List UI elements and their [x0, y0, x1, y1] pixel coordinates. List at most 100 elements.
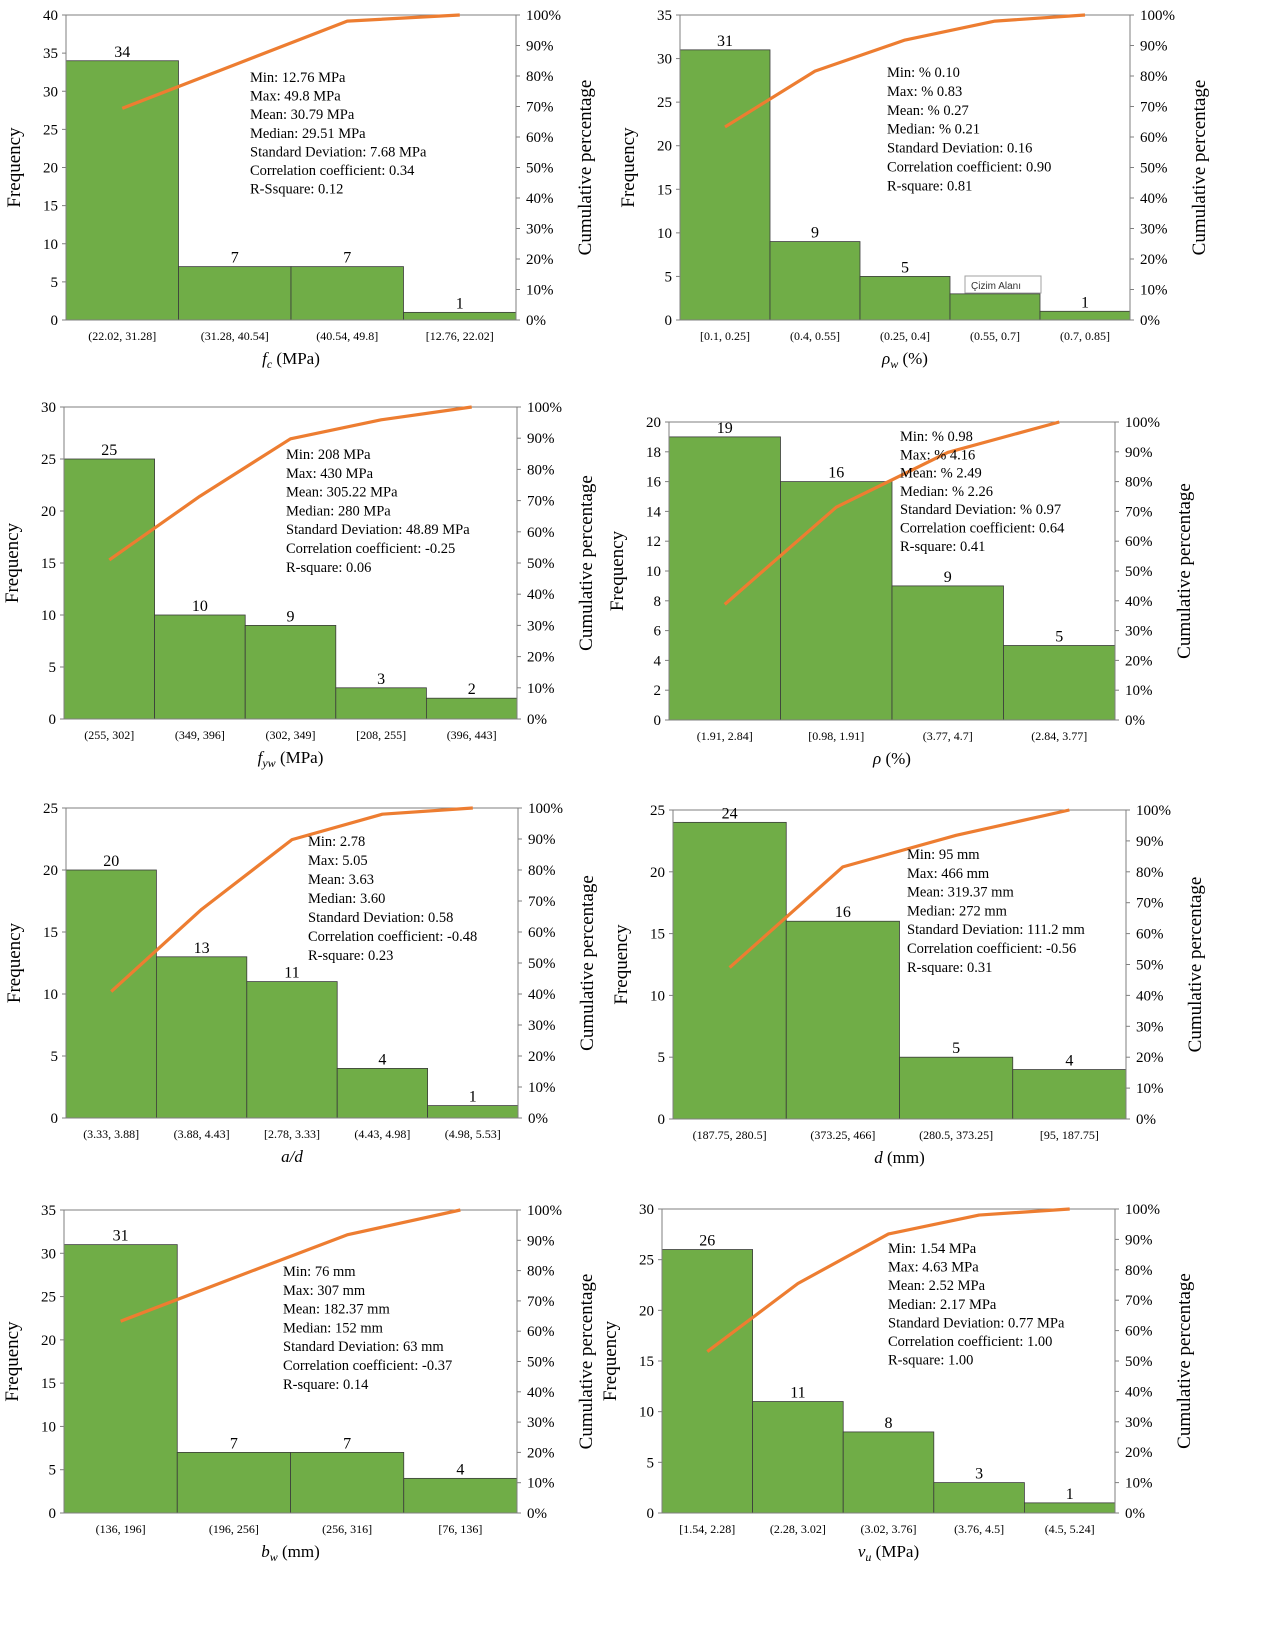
y-tick-label: 0 [665, 313, 673, 329]
data-label: 9 [811, 225, 819, 242]
y-axis-title: Frequency [600, 1320, 621, 1401]
cumulative-percentage-line [121, 13, 460, 110]
data-label: 25 [101, 442, 117, 459]
y2-tick-label: 10% [526, 283, 554, 299]
category-label: (3.88, 4.43] [174, 1127, 230, 1141]
y2-tick-label: 10% [1140, 283, 1168, 299]
statistics-line: Min: % 0.98 [900, 429, 973, 445]
y2-axis-title: Cumulative percentage [1174, 1273, 1195, 1449]
y2-tick-label: 10% [1125, 683, 1153, 699]
data-label: 2 [468, 681, 476, 698]
y2-tick-label: 10% [1125, 1476, 1153, 1492]
histogram-bar [290, 1452, 405, 1514]
y-tick-label: 10 [41, 1419, 56, 1435]
statistics-line: R-Ssquare: 0.12 [250, 182, 343, 198]
y2-tick-label: 60% [1140, 130, 1168, 146]
data-label: 31 [717, 33, 733, 50]
y-tick-label: 5 [51, 1049, 59, 1065]
category-label: (0.25, 0.4] [880, 329, 930, 343]
y2-tick-label: 30% [526, 222, 554, 238]
y2-tick-label: 60% [526, 130, 554, 146]
y2-tick-label: 100% [1136, 803, 1171, 819]
category-label: (255, 302] [84, 728, 134, 742]
y-tick-label: 15 [41, 1376, 56, 1392]
statistics-line: R-square: 0.31 [907, 960, 992, 976]
y2-tick-label: 70% [1136, 896, 1164, 912]
y2-tick-label: 60% [1136, 927, 1164, 943]
y2-tick-label: 90% [1140, 39, 1168, 55]
data-label: 1 [469, 1089, 477, 1106]
category-label: (3.02, 3.76] [861, 1522, 917, 1536]
data-label: 8 [885, 1415, 893, 1432]
x-axis-title: bw (mm) [261, 1542, 320, 1564]
y2-tick-label: 90% [1125, 1232, 1153, 1248]
category-label: [0.98, 1.91] [808, 729, 864, 743]
histogram-bar [842, 1431, 935, 1514]
y-tick-label: 25 [43, 801, 58, 817]
y-tick-label: 20 [639, 1303, 654, 1319]
y-tick-label: 0 [49, 1506, 57, 1522]
statistics-line: Mean: 30.79 MPa [250, 107, 355, 123]
y2-tick-label: 30% [527, 618, 555, 634]
y-tick-label: 35 [43, 46, 58, 62]
y-axis-title: Frequency [4, 127, 25, 208]
category-label: (280.5, 373.25] [919, 1128, 993, 1142]
y-tick-label: 0 [647, 1506, 655, 1522]
y2-tick-label: 0% [1125, 713, 1145, 729]
y2-tick-label: 0% [526, 313, 546, 329]
data-label: 11 [790, 1385, 805, 1402]
statistics-line: Min: 12.76 MPa [250, 70, 346, 86]
statistics-line: Standard Deviation: 7.68 MPa [250, 144, 427, 160]
category-label: (2.28, 3.02] [770, 1522, 826, 1536]
y-tick-label: 0 [654, 713, 662, 729]
y-tick-label: 0 [51, 1111, 59, 1127]
histogram-bar [65, 869, 157, 1119]
y2-tick-label: 80% [527, 462, 555, 478]
histogram-bar [859, 276, 951, 321]
statistics-line: Median: % 0.21 [887, 122, 980, 138]
y-tick-label: 18 [646, 445, 661, 461]
y2-tick-label: 0% [527, 712, 547, 728]
statistics-line: Mean: 3.63 [308, 872, 374, 888]
histogram-bar [65, 60, 179, 321]
histogram-bar [246, 981, 338, 1119]
statistics-line: Mean: 2.52 MPa [888, 1278, 986, 1294]
cumulative-percentage-line [728, 808, 1070, 969]
category-label: (4.5, 5.24] [1045, 1522, 1095, 1536]
y-tick-label: 2 [654, 683, 662, 699]
data-label: 31 [113, 1228, 129, 1245]
y2-axis-title: Cumulative percentage [576, 1274, 597, 1450]
histogram-bar [679, 49, 771, 321]
y-tick-label: 14 [646, 504, 662, 520]
histogram-bar [780, 481, 893, 721]
data-label: 3 [377, 671, 385, 688]
y2-tick-label: 100% [526, 8, 561, 24]
statistics-line: Median: 3.60 [308, 891, 385, 907]
histogram-bar [244, 625, 337, 720]
statistics-line: Max: 5.05 [308, 853, 368, 869]
y-axis-title: Frequency [2, 1321, 23, 1402]
statistics-line: Standard Deviation: 0.58 [308, 910, 453, 926]
y-tick-label: 25 [639, 1253, 654, 1269]
y2-tick-label: 80% [527, 1264, 555, 1280]
y-tick-label: 5 [647, 1455, 655, 1471]
y-tick-label: 20 [43, 161, 58, 177]
histogram-bar [63, 458, 155, 720]
y2-tick-label: 0% [1140, 313, 1160, 329]
y2-tick-label: 20% [1125, 653, 1153, 669]
y-axis-title: Frequency [611, 924, 632, 1005]
statistics-line: Mean: % 2.49 [900, 466, 982, 482]
y-tick-label: 30 [43, 84, 58, 100]
y2-axis-title: Cumulative percentage [575, 80, 596, 256]
histogram-bar [335, 687, 427, 720]
y-tick-label: 25 [43, 122, 58, 138]
y2-tick-label: 70% [1125, 504, 1153, 520]
data-label: 19 [717, 420, 733, 437]
y2-tick-label: 30% [528, 1018, 556, 1034]
histogram-bar [668, 436, 781, 721]
statistics-line: Max: 49.8 MPa [250, 89, 341, 105]
category-label: (0.55, 0.7] [970, 329, 1020, 343]
data-label: 10 [192, 598, 208, 615]
y-tick-label: 15 [639, 1354, 654, 1370]
